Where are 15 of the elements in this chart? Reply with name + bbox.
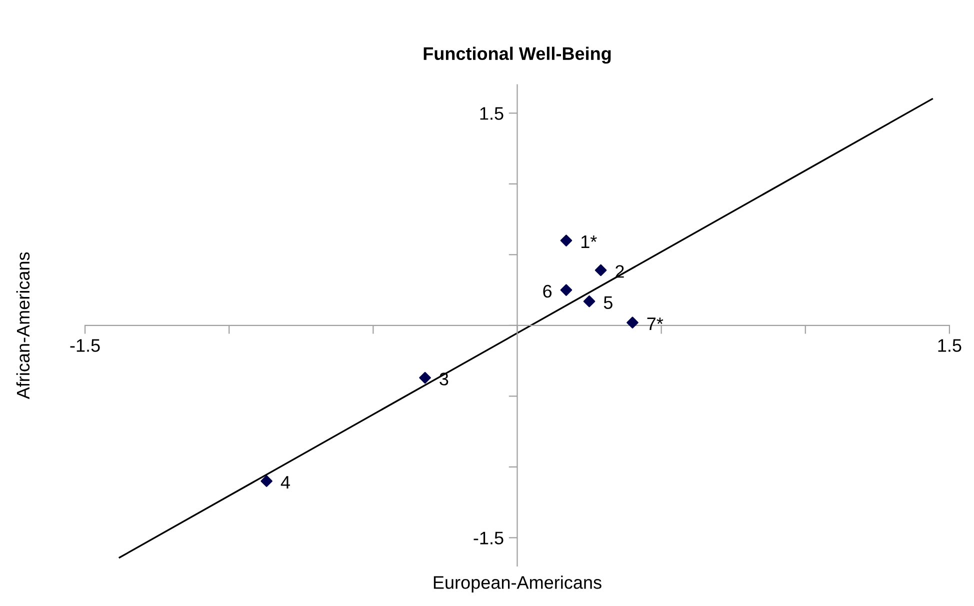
point bbox=[583, 295, 596, 308]
annotation: 7* bbox=[647, 318, 664, 330]
point bbox=[560, 284, 572, 296]
point bbox=[594, 264, 607, 276]
x-axis-title: European-Americans bbox=[434, 576, 602, 592]
annotation: 4 bbox=[280, 476, 290, 489]
point bbox=[560, 234, 572, 246]
annotation: 6 bbox=[543, 284, 552, 298]
annotation: 5 bbox=[604, 296, 612, 309]
point bbox=[626, 316, 638, 328]
annotation: 1* bbox=[581, 236, 597, 248]
y-axis-title: African-Americans bbox=[16, 252, 30, 400]
chart-title: Functional Well-Being bbox=[424, 46, 611, 64]
point bbox=[419, 372, 431, 384]
point bbox=[260, 475, 272, 487]
